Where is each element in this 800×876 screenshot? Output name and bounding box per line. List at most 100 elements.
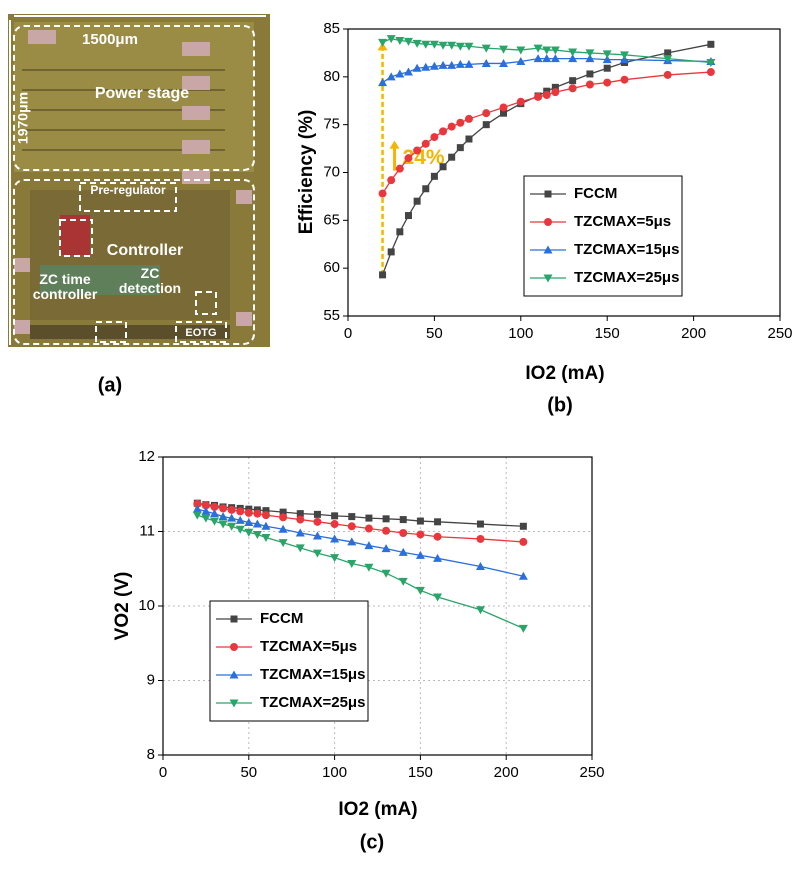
marker [568, 54, 578, 63]
marker [415, 586, 425, 595]
legend-label: TZCMAX=5μs [260, 638, 357, 655]
panel-label: (a) [98, 374, 122, 396]
marker [421, 139, 430, 148]
marker [464, 42, 474, 51]
x-axis-label: IO2 (mA) [525, 363, 604, 384]
marker [382, 515, 390, 523]
marker [398, 577, 408, 586]
series-line [382, 58, 711, 84]
marker [399, 528, 408, 537]
y-axis-label: VO2 (V) [112, 572, 133, 641]
marker [381, 569, 391, 578]
y-tick-label: 85 [323, 20, 340, 37]
marker [475, 606, 485, 615]
marker [550, 46, 560, 55]
marker [586, 70, 594, 78]
marker [365, 514, 373, 522]
marker [398, 547, 408, 556]
y-tick-label: 9 [147, 671, 155, 688]
height-label: 1970μm [15, 92, 31, 144]
legend-marker [543, 245, 553, 254]
block-label-box: ZC time controller [32, 272, 98, 302]
marker [447, 60, 457, 69]
marker [664, 49, 672, 57]
marker [619, 51, 629, 60]
block-label: ZC time controller [32, 272, 98, 302]
marker [464, 114, 473, 123]
marker [447, 41, 457, 50]
marker [227, 505, 236, 514]
marker [430, 172, 438, 180]
marker [455, 42, 465, 51]
marker [413, 146, 422, 155]
marker [331, 512, 339, 520]
x-tick-label: 0 [344, 325, 352, 342]
block-label-box: ZC detection [119, 266, 181, 296]
marker [439, 127, 448, 136]
marker [209, 517, 219, 526]
marker [312, 531, 322, 540]
marker [412, 39, 422, 48]
marker [421, 40, 431, 49]
marker [403, 37, 413, 46]
marker [364, 541, 374, 550]
legend-label: TZCMAX=25μs [260, 694, 365, 711]
marker [481, 44, 491, 53]
legend-label: TZCMAX=15μs [260, 666, 365, 683]
marker [296, 515, 305, 524]
marker [433, 532, 442, 541]
marker [279, 508, 287, 516]
marker [499, 45, 509, 54]
marker [296, 510, 304, 518]
legend-marker [230, 615, 238, 623]
marker [218, 520, 228, 529]
marker [201, 506, 211, 515]
panel-label: (c) [360, 831, 384, 853]
marker [382, 526, 391, 535]
marker [620, 75, 629, 84]
x-tick-label: 50 [240, 764, 257, 781]
marker [395, 36, 405, 45]
marker [386, 72, 396, 81]
y-tick-label: 60 [323, 259, 340, 276]
y-tick-label: 70 [323, 163, 340, 180]
marker [312, 549, 322, 558]
marker [602, 55, 612, 64]
marker [706, 58, 716, 67]
x-axis-label: IO2 (mA) [338, 799, 417, 820]
legend-marker [544, 218, 552, 226]
marker [364, 563, 374, 572]
marker [585, 80, 594, 89]
marker [519, 522, 527, 530]
y-tick-label: 12 [138, 448, 155, 465]
marker [279, 513, 288, 522]
marker [534, 92, 543, 101]
marker [403, 67, 413, 76]
marker [378, 78, 388, 87]
marker [378, 38, 388, 47]
block-label: Power stage [95, 85, 189, 102]
marker [313, 517, 322, 526]
marker [386, 35, 396, 44]
x-tick-label: 100 [508, 325, 533, 342]
marker [416, 530, 425, 539]
x-tick-label: 200 [494, 764, 519, 781]
marker [569, 77, 577, 85]
marker [602, 50, 612, 59]
marker [295, 528, 305, 537]
marker [235, 515, 245, 524]
marker [429, 40, 439, 49]
legend-marker [229, 670, 239, 679]
legend-marker [229, 699, 239, 708]
x-tick-label: 150 [408, 764, 433, 781]
legend-label: FCCM [574, 185, 617, 202]
marker [585, 54, 595, 63]
marker [412, 63, 422, 72]
marker [236, 507, 245, 516]
marker [456, 118, 465, 127]
marker [568, 48, 578, 57]
marker [465, 135, 473, 143]
marker [516, 97, 525, 106]
marker [399, 516, 407, 524]
